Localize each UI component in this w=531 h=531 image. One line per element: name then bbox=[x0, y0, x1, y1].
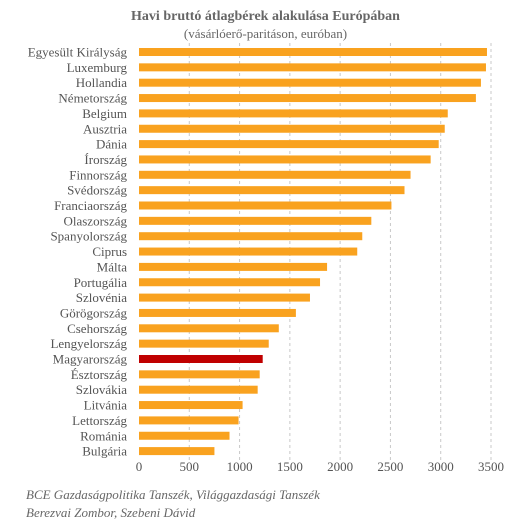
bar bbox=[139, 78, 481, 87]
category-label: Észtország bbox=[71, 367, 128, 382]
category-label: Ciprus bbox=[92, 244, 127, 259]
category-label: Írország bbox=[84, 152, 127, 167]
x-tick-label: 0 bbox=[136, 459, 143, 474]
category-label: Olaszország bbox=[63, 213, 127, 228]
category-label: Portugália bbox=[74, 275, 128, 290]
bar bbox=[139, 186, 405, 195]
category-label: Lettország bbox=[72, 413, 127, 428]
category-label: Finnország bbox=[69, 167, 127, 182]
bar bbox=[139, 324, 279, 333]
x-tick-label: 1000 bbox=[227, 459, 253, 474]
source-line-2: Berezvai Zombor, Szebeni Dávid bbox=[26, 505, 196, 520]
category-label: Franciaország bbox=[54, 198, 127, 213]
x-tick-label: 500 bbox=[180, 459, 200, 474]
x-tick-label: 3000 bbox=[428, 459, 454, 474]
bar bbox=[139, 232, 363, 241]
category-label: Szlovákia bbox=[76, 382, 127, 397]
chart-subtitle: (vásárlóerő-paritáson, euróban) bbox=[183, 26, 348, 41]
source-line-1: BCE Gazdaságpolitika Tanszék, Világgazda… bbox=[26, 487, 320, 502]
category-label: Egyesült Királyság bbox=[28, 45, 128, 60]
bar bbox=[139, 201, 392, 210]
bar bbox=[139, 140, 439, 149]
category-label: Ausztria bbox=[83, 121, 127, 136]
category-label: Spanyolország bbox=[50, 229, 127, 244]
category-label: Németország bbox=[58, 91, 127, 106]
x-tick-labels: 0 500 1000 1500 2000 2500 3000 3500 bbox=[136, 459, 504, 474]
bar bbox=[139, 216, 372, 225]
bar bbox=[139, 447, 215, 456]
category-label: Magyarország bbox=[53, 352, 128, 367]
bar bbox=[139, 339, 269, 348]
category-label: Hollandia bbox=[76, 75, 127, 90]
category-label: Málta bbox=[97, 259, 128, 274]
bar bbox=[139, 155, 431, 164]
category-labels: Egyesült KirályságLuxemburgHollandiaNéme… bbox=[28, 45, 128, 459]
category-label: Görögország bbox=[60, 305, 128, 320]
bar bbox=[139, 308, 296, 317]
category-label: Csehország bbox=[67, 321, 127, 336]
category-label: Bulgária bbox=[82, 444, 127, 459]
category-label: Litvánia bbox=[84, 398, 128, 413]
chart-title: Havi bruttó átlagbérek alakulása Európáb… bbox=[131, 9, 400, 24]
bar bbox=[139, 109, 448, 118]
x-tick-label: 3500 bbox=[478, 459, 504, 474]
x-tick-label: 2000 bbox=[327, 459, 353, 474]
category-label: Románia bbox=[80, 428, 127, 443]
bar bbox=[139, 385, 258, 394]
bar bbox=[139, 170, 411, 179]
category-label: Dánia bbox=[96, 137, 127, 152]
bar bbox=[139, 278, 321, 287]
bar bbox=[139, 431, 230, 440]
category-label: Szlovénia bbox=[76, 290, 127, 305]
bar bbox=[139, 355, 263, 363]
bar bbox=[139, 262, 328, 271]
bars bbox=[139, 48, 487, 456]
category-label: Luxemburg bbox=[67, 60, 128, 75]
bar bbox=[139, 63, 486, 72]
x-tick-label: 1500 bbox=[277, 459, 303, 474]
category-label: Lengyelország bbox=[50, 336, 127, 351]
bar bbox=[139, 48, 487, 56]
bar bbox=[139, 247, 358, 256]
bar bbox=[139, 124, 445, 133]
bar bbox=[139, 293, 310, 302]
bar bbox=[139, 416, 239, 425]
bar bbox=[139, 370, 260, 379]
bar bbox=[139, 94, 476, 103]
category-label: Belgium bbox=[82, 106, 127, 121]
bar bbox=[139, 401, 243, 410]
x-tick-label: 2500 bbox=[377, 459, 403, 474]
category-label: Svédország bbox=[67, 183, 127, 198]
